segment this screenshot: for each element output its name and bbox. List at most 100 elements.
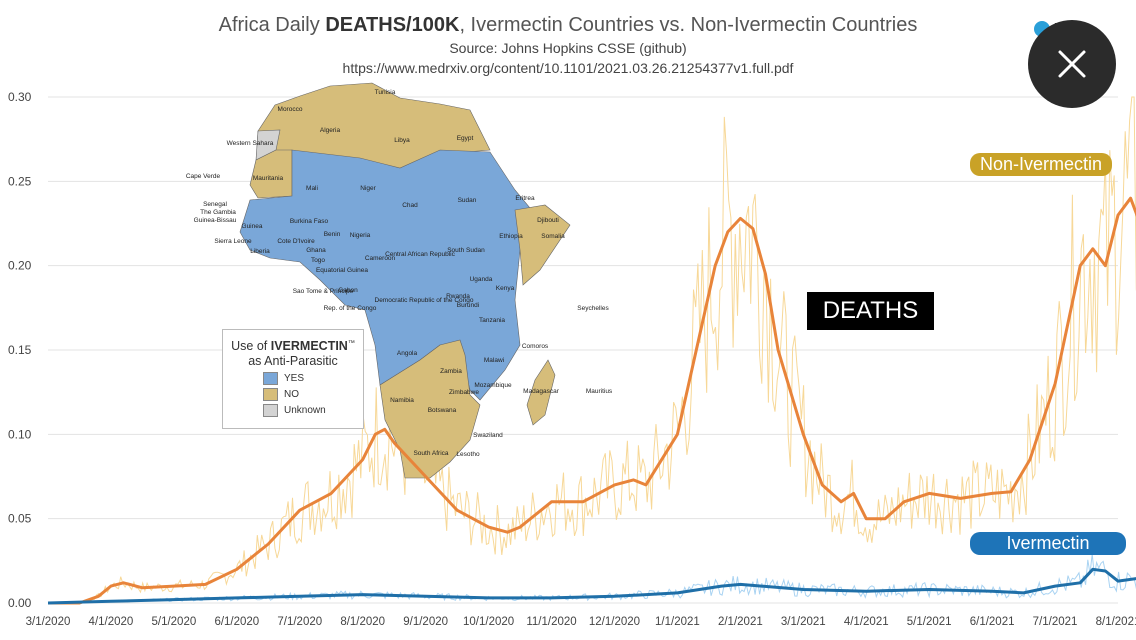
africa-map: Tunisia Morocco Algeria Libya Egypt Western S… — [186, 82, 613, 479]
x-tick-label: 8/1/2020 — [340, 616, 385, 628]
map-legend: Use of IVERMECTIN™ as Anti-Parasitic YES … — [222, 329, 364, 429]
map-country-label: Djibouti — [537, 217, 559, 224]
map-country-label: Mali — [306, 185, 318, 192]
chart-url[interactable]: https://www.medrxiv.org/content/10.1101/… — [342, 60, 794, 76]
y-tick-label: 0.05 — [8, 512, 32, 526]
map-country-label: Angola — [397, 350, 418, 357]
map-country-label: South Africa — [413, 450, 448, 457]
map-country-label: Nigeria — [350, 232, 371, 239]
map-country-label: Sudan — [458, 197, 477, 204]
map-country-label: Namibia — [390, 397, 414, 404]
map-country-label: The Gambia — [200, 209, 236, 216]
x-tick-label: 3/1/2020 — [26, 616, 71, 628]
x-tick-label: 2/1/2021 — [718, 616, 763, 628]
map-country-label: Guinea-Bissau — [194, 217, 237, 224]
map-region-south-no — [379, 339, 481, 479]
map-country-label: Zambia — [440, 368, 462, 375]
map-country-label: Madagascar — [523, 388, 560, 395]
y-tick-label: 0.15 — [8, 343, 32, 357]
map-country-label: Eritrea — [515, 195, 535, 202]
map-country-label: Western Sahara — [227, 140, 274, 147]
map-country-label: Central African Republic — [385, 251, 455, 258]
map-country-label: Gabon — [338, 287, 358, 294]
x-tick-label: 1/1/2021 — [655, 616, 700, 628]
map-country-label: Rep. of the Congo — [324, 305, 377, 312]
map-country-label: Mauritius — [586, 388, 613, 395]
x-tick-label: 7/1/2020 — [277, 616, 322, 628]
map-country-label: Burundi — [457, 302, 479, 309]
x-tick-label: 6/1/2020 — [214, 616, 259, 628]
x-tick-label: 12/1/2020 — [589, 616, 640, 628]
map-country-label: Kenya — [496, 285, 515, 292]
close-icon — [1058, 50, 1086, 78]
map-country-label: Ghana — [306, 247, 326, 254]
map-country-label: Guinea — [242, 223, 263, 230]
map-country-label: Seychelles — [577, 305, 609, 312]
legend-title: Use of IVERMECTIN™ as Anti-Parasitic — [231, 339, 355, 369]
map-region-horn-no — [514, 204, 571, 286]
map-country-label: Comoros — [522, 343, 549, 350]
map-country-label: Uganda — [470, 276, 493, 283]
series-line-non-ivermectin — [48, 196, 1136, 605]
x-tick-label: 8/1/2021 — [1096, 616, 1136, 628]
deaths-annotation: DEATHS — [807, 292, 934, 330]
series-label-non-ivermectin: Non-Ivermectin — [970, 153, 1113, 176]
map-country-label: Morocco — [278, 106, 303, 113]
y-tick-label: 0.00 — [8, 596, 32, 610]
chart-title: Africa Daily DEATHS/100K, Ivermectin Cou… — [218, 14, 918, 36]
legend-swatch — [263, 388, 278, 402]
map-country-label: Tanzania — [479, 317, 505, 324]
map-country-label: Mauritania — [253, 175, 284, 182]
legend-item-yes: YES — [263, 372, 363, 386]
map-country-label: Somalia — [541, 233, 565, 240]
map-country-label: Algeria — [320, 127, 341, 134]
map-country-label: Libya — [394, 137, 410, 144]
close-button[interactable] — [1028, 20, 1116, 108]
map-country-label: Senegal — [203, 201, 227, 208]
map-country-label: Cape Verde — [186, 173, 221, 180]
map-country-label: Chad — [402, 202, 418, 209]
map-country-label: Sao Tome & Principe — [293, 288, 354, 295]
map-country-label: Ethiopia — [499, 233, 523, 240]
series-line-ivermectin — [47, 567, 1136, 605]
legend-item-no: NO — [263, 388, 363, 402]
x-tick-label: 5/1/2021 — [907, 616, 952, 628]
y-tick-label: 0.20 — [8, 259, 32, 273]
y-tick-label: 0.10 — [8, 427, 32, 441]
legend-item-unknown: Unknown — [263, 404, 363, 418]
x-tick-label: 9/1/2020 — [403, 616, 448, 628]
map-country-label: Rwanda — [446, 293, 470, 300]
map-country-label: Zimbabwe — [449, 389, 479, 396]
map-country-label: Cote D'Ivoire — [277, 238, 315, 245]
map-country-label: Cameroon — [365, 255, 396, 262]
legend-swatch — [263, 404, 278, 418]
x-tick-label: 7/1/2021 — [1033, 616, 1078, 628]
x-tick-label: 4/1/2021 — [844, 616, 889, 628]
map-country-label: South Sudan — [447, 247, 485, 254]
x-tick-label: 6/1/2021 — [970, 616, 1015, 628]
map-country-label: Botswana — [428, 407, 457, 414]
series-label-ivermectin: Ivermectin — [970, 532, 1126, 555]
y-tick-label: 0.25 — [8, 174, 32, 188]
chart-source: Source: Johns Hopkins CSSE (github) — [449, 40, 687, 56]
x-tick-label: 5/1/2020 — [151, 616, 196, 628]
map-country-label: Egypt — [457, 135, 474, 142]
map-country-label: Togo — [311, 257, 325, 264]
map-country-label: Mozambique — [474, 382, 512, 389]
map-country-label: Benin — [324, 231, 341, 238]
x-tick-label: 4/1/2020 — [89, 616, 134, 628]
map-country-label: Democratic Republic of the Congo — [375, 297, 474, 304]
map-country-label: Malawi — [484, 357, 504, 364]
x-tick-label: 3/1/2021 — [781, 616, 826, 628]
map-country-label: Niger — [360, 185, 376, 192]
map-country-label: Equatorial Guinea — [316, 267, 368, 274]
map-country-label: Sierra Leone — [214, 238, 252, 245]
x-tick-label: 10/1/2020 — [463, 616, 514, 628]
x-tick-label: 11/1/2020 — [526, 616, 576, 628]
map-country-label: Burkina Faso — [290, 218, 329, 225]
map-region-madagascar — [526, 359, 556, 426]
map-country-label: Lesotho — [456, 451, 480, 458]
map-country-label: Tunisia — [375, 89, 396, 96]
